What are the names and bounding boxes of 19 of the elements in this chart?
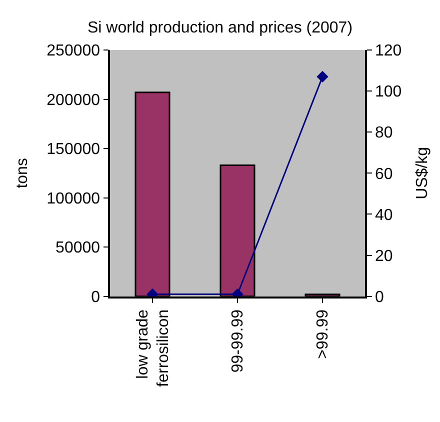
y-tick-label: 150000 — [46, 141, 100, 158]
y2-tick-label: 40 — [374, 206, 393, 224]
y2-tick-label: 20 — [374, 248, 393, 265]
y-tick-label: 50000 — [56, 240, 100, 257]
x-tick-label: low grade ferrosilicon — [134, 309, 172, 387]
x-tick-label: >99.99 — [314, 309, 332, 359]
y2-tick-label: 120 — [374, 42, 402, 60]
chart-title: Si world production and prices (2007) — [87, 19, 353, 36]
x-tick-label: 99-99.99 — [230, 309, 247, 373]
y-tick-label: 250000 — [46, 42, 100, 60]
y-tick-label: 100000 — [46, 190, 100, 208]
y-tick-label: 200000 — [46, 92, 100, 109]
y2-tick-label: 60 — [374, 166, 393, 183]
y-axis-title: tons — [14, 158, 32, 188]
y2-tick-label: 100 — [374, 84, 402, 101]
y2-tick-label: 0 — [374, 288, 384, 306]
y2-axis-title: US$/kg — [414, 146, 431, 200]
y-tick-label: 0 — [91, 288, 100, 306]
y2-tick-label: 80 — [374, 124, 393, 142]
